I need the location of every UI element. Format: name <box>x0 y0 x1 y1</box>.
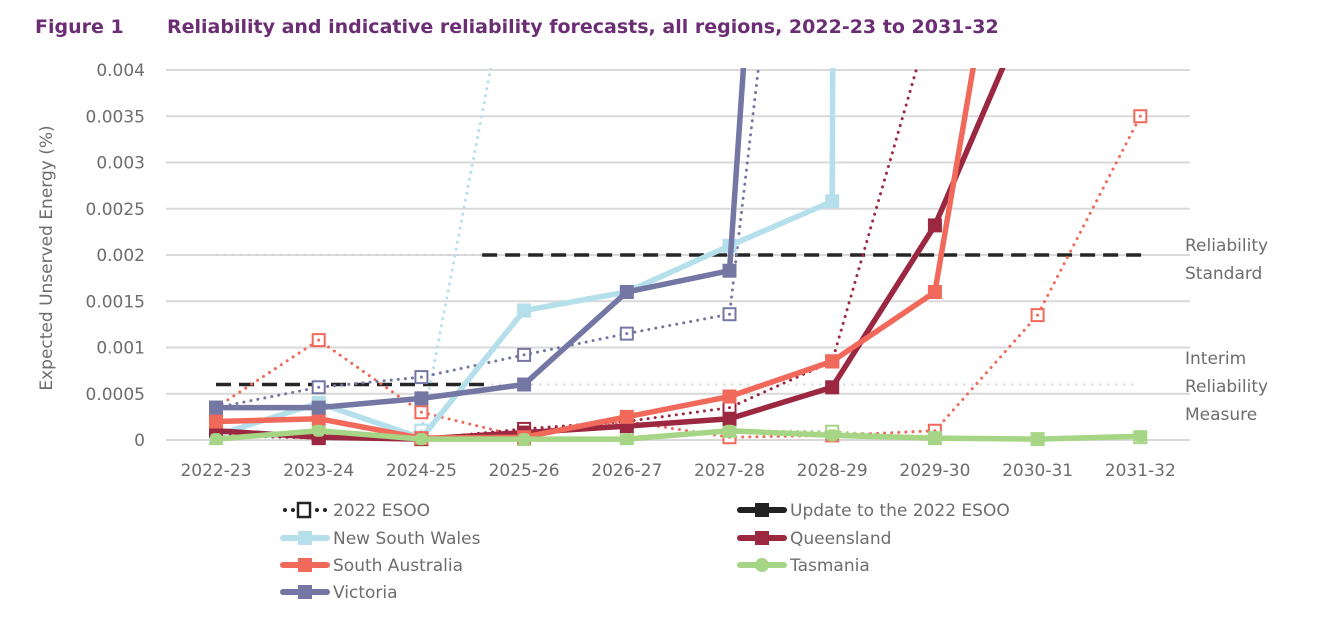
x-tick-label: 2022-23 <box>180 461 251 481</box>
reliability-standard-label: Reliability <box>1185 236 1268 256</box>
legend-qld-label: Queensland <box>790 529 891 549</box>
legend-update-label: Update to the 2022 ESOO <box>790 501 1010 521</box>
data-point-dot-south-australia-2022-esoo <box>1138 114 1142 118</box>
data-point-dot-victoria-2022-esoo <box>728 312 731 316</box>
data-point-tasmania-update <box>826 429 839 442</box>
legend-update-swatch-marker <box>755 503 769 517</box>
legend-vic-swatch-marker <box>298 585 312 599</box>
data-point-dot-south-australia-2022-esoo <box>317 338 321 342</box>
data-point-dot-victoria-2022-esoo <box>522 353 526 357</box>
data-point-south-australia-update <box>825 354 840 369</box>
x-tick-label: 2029-30 <box>899 461 970 481</box>
x-tick-label: 2028-29 <box>797 461 868 481</box>
x-tick-label: 2026-27 <box>591 461 662 481</box>
legend-sa-label: South Australia <box>333 556 463 576</box>
legend-nsw-swatch-marker <box>298 531 312 545</box>
data-point-dot-victoria-2022-esoo <box>317 385 321 389</box>
data-point-tasmania-update <box>312 424 325 437</box>
data-point-queensland-update <box>825 380 840 395</box>
interim-reliability-measure-label: Reliability <box>1185 377 1268 397</box>
data-point-tasmania-update <box>210 433 222 446</box>
legend-2022-esoo-swatch-dot <box>291 508 295 512</box>
series-line-south-australia-2022-esoo <box>214 114 1142 439</box>
y-tick-label: 0.001 <box>96 339 145 359</box>
legend-tas-label: Tasmania <box>789 556 870 576</box>
data-point-south-australia-update <box>311 411 326 426</box>
data-point-victoria-update <box>414 391 429 406</box>
figure-title: Reliability and indicative reliability f… <box>167 16 999 38</box>
x-tick-label: 2025-26 <box>489 461 560 481</box>
data-point-victoria-update <box>517 377 532 392</box>
y-axis-label: Expected Unserved Energy (%) <box>37 125 57 390</box>
data-point-new-south-wales-update <box>517 303 532 318</box>
legend-2022-esoo-swatch-dot <box>283 508 287 512</box>
y-tick-label: 0.002 <box>96 246 145 266</box>
interim-reliability-measure-label: Interim <box>1185 349 1246 369</box>
y-tick-label: 0.0015 <box>86 292 145 312</box>
x-tick-label: 2031-32 <box>1105 461 1176 481</box>
data-point-tasmania-update <box>928 432 941 445</box>
data-point-south-australia-update <box>619 409 634 424</box>
data-point-queensland-update <box>722 411 737 426</box>
interim-reliability-measure-label: Measure <box>1185 405 1257 425</box>
reliability-standard-label: Standard <box>1185 264 1262 284</box>
y-tick-label: 0 <box>134 431 145 451</box>
data-point-dot-victoria-2022-esoo <box>419 375 423 379</box>
y-tick-label: 0.0035 <box>86 107 145 127</box>
series-line-queensland-update <box>213 68 1006 442</box>
data-point-tasmania-update <box>415 433 428 446</box>
data-point-queensland-update <box>927 218 942 233</box>
series-line-tasmania-update <box>213 428 1144 442</box>
data-point-victoria-update <box>619 285 634 299</box>
y-tick-label: 0.004 <box>96 61 145 81</box>
data-point-south-australia-update <box>722 389 737 404</box>
legend-2022-esoo-swatch-dot <box>315 508 319 512</box>
x-tick-label: 2027-28 <box>694 461 765 481</box>
legend-2022-esoo-label: 2022 ESOO <box>333 501 430 521</box>
data-point-dot-south-australia-2022-esoo <box>419 410 423 414</box>
data-point-victoria-update <box>209 400 223 415</box>
data-point-south-australia-update <box>209 414 223 429</box>
y-tick-label: 0.0025 <box>86 200 145 220</box>
series-line-victoria-2022-esoo <box>214 68 760 410</box>
data-point-dot-queensland-2022-esoo <box>728 406 731 410</box>
data-point-dot-south-australia-2022-esoo <box>1036 313 1040 317</box>
series-line-south-australia-update <box>213 68 976 441</box>
data-point-tasmania-update <box>1134 430 1147 443</box>
data-point-dot-victoria-2022-esoo <box>625 332 629 336</box>
legend-sa-swatch-marker <box>298 558 312 572</box>
data-point-new-south-wales-update <box>825 194 840 209</box>
x-tick-label: 2030-31 <box>1002 461 1073 481</box>
data-point-south-australia-update <box>927 285 942 299</box>
data-point-tasmania-update <box>620 433 633 446</box>
legend-qld-swatch-marker <box>755 531 769 545</box>
legend-2022-esoo-swatch-marker <box>296 501 312 519</box>
y-tick-label: 0.003 <box>96 154 145 174</box>
legend-tas-swatch-marker <box>755 558 769 572</box>
figure-label: Figure 1 <box>35 16 124 38</box>
legend-2022-esoo-swatch-dot <box>323 508 327 512</box>
data-point-victoria-update <box>311 400 326 415</box>
x-tick-label: 2024-25 <box>386 461 457 481</box>
data-point-tasmania-update <box>1031 433 1044 446</box>
series-line-victoria-update <box>213 68 747 411</box>
x-tick-label: 2023-24 <box>283 461 354 481</box>
data-point-tasmania-update <box>518 433 531 446</box>
data-point-victoria-update <box>722 263 737 278</box>
legend-vic-label: Victoria <box>333 583 398 603</box>
data-point-tasmania-update <box>723 424 736 437</box>
legend-nsw-label: New South Wales <box>333 529 481 549</box>
series-line-new-south-wales-update <box>213 68 836 441</box>
y-tick-label: 0.0005 <box>86 385 145 405</box>
